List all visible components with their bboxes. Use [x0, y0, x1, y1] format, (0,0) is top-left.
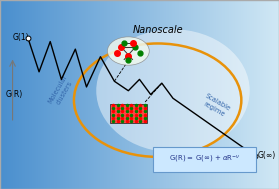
Circle shape: [107, 37, 149, 65]
Text: G(R) = G($\infty$) + $\alpha$R$^{-\nu}$: G(R) = G($\infty$) + $\alpha$R$^{-\nu}$: [169, 154, 240, 165]
Text: G(R): G(R): [6, 90, 23, 99]
FancyBboxPatch shape: [110, 104, 147, 123]
Text: Nanoscale: Nanoscale: [132, 25, 183, 35]
Text: G(1): G(1): [13, 33, 29, 42]
Ellipse shape: [96, 29, 250, 152]
Text: Molecular
clusters: Molecular clusters: [47, 73, 75, 108]
Text: Scalable
regime: Scalable regime: [201, 93, 232, 119]
Text: G(∞): G(∞): [258, 151, 276, 160]
FancyBboxPatch shape: [153, 147, 256, 172]
